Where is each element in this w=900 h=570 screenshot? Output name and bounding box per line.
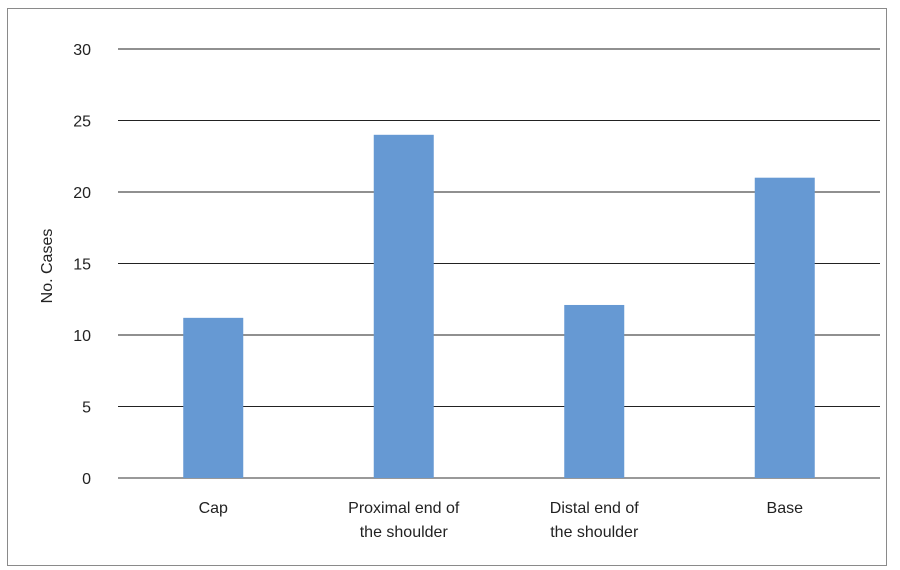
y-tick-label: 5 [82, 400, 91, 417]
gridlines [118, 48, 880, 479]
bar [754, 177, 815, 478]
y-tick-label: 25 [73, 114, 91, 131]
chart-frame [7, 8, 887, 566]
bar [564, 304, 625, 478]
bars [183, 134, 815, 479]
x-category-label: Cap [199, 500, 228, 517]
x-axis-categories: Cap Proximal end of the shoulder Distal end… [199, 500, 804, 541]
bar [183, 317, 244, 478]
x-category-label: Base [767, 500, 804, 517]
y-tick-label: 20 [73, 185, 91, 202]
y-tick-label: 10 [73, 328, 91, 345]
bar [373, 134, 434, 479]
y-axis-label: No. Cases [39, 229, 56, 304]
y-tick-label: 30 [73, 42, 91, 59]
y-tick-label: 0 [82, 471, 91, 488]
x-category-label: Proximal end of the shoulder [348, 500, 460, 541]
x-category-label: Distal end of the shoulder [550, 500, 639, 541]
y-tick-label: 15 [73, 257, 91, 274]
y-axis-ticks: 0 5 10 15 20 25 30 [73, 42, 91, 488]
